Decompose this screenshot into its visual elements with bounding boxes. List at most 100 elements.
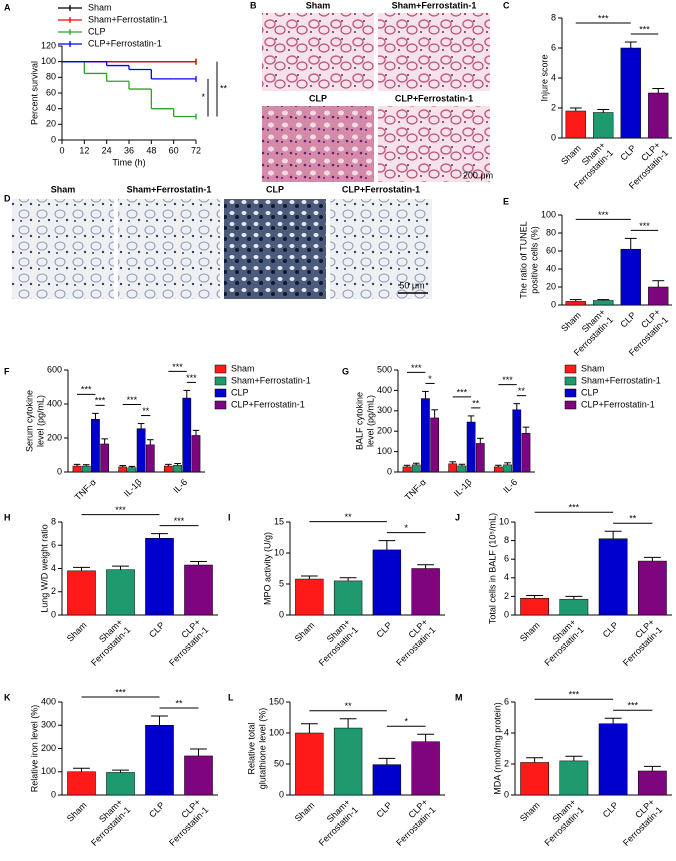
bar [648,286,669,306]
legend-label: Sham+Ferrostatin-1 [581,375,661,385]
legend-swatch [564,400,577,410]
bar [372,764,402,796]
bar [598,723,628,796]
y-tick-label: 150 [269,696,284,706]
bar [127,467,137,473]
y-tick-label: 100 [41,56,56,66]
significance-label: *** [127,395,138,405]
x-tick-label: Sham [518,620,542,644]
y-tick-label: 0 [504,789,509,799]
significance-label: *** [411,363,422,373]
legend-swatch [214,376,227,386]
y-tick-label: 5 [279,578,284,588]
scale-bar-label: 50 μm [399,280,424,290]
bar [493,466,503,473]
micrograph [224,199,326,299]
legend-label: CLP [88,26,106,36]
image-caption: CLP+Ferrostatin-1 [395,93,473,103]
bar [512,409,522,473]
micrograph [262,106,374,182]
panel-label: E [503,196,509,206]
y-tick-label: 4 [504,572,509,582]
legend-label: CLP+Ferrostatin-1 [231,399,305,409]
y-tick-label: 0 [51,134,56,144]
y-tick-label: 4 [504,727,509,737]
panel-label: B [250,0,257,10]
x-tick-label: Sham [293,800,317,824]
y-tick-label: 100 [269,727,284,737]
legend-label: CLP+Ferrostatin-1 [581,399,655,409]
y-axis-label: Serum cytokine [24,390,34,452]
legend-swatch [214,400,227,410]
y-axis-label: Percent survival [29,61,39,125]
panel-label: D [4,193,11,203]
bar [106,569,135,616]
micrograph [12,199,114,299]
x-tick-label: 12 [79,145,89,155]
significance-label: ** [220,83,228,93]
panel-label: K [4,692,11,702]
x-axis-label: Time (h) [112,157,145,167]
x-tick-label: CLP [601,620,620,639]
panel-label: L [228,692,234,702]
bar [565,110,586,139]
panel-label: A [4,2,11,12]
significance-label: ** [345,512,353,522]
y-tick-label: 10 [499,516,509,526]
legend-label: Sham+Ferrostatin-1 [231,375,311,385]
panel-label: H [4,512,11,522]
x-tick-label: 60 [169,145,179,155]
significance-label: *** [174,516,185,526]
bar [173,464,182,473]
y-axis-label: glutathione level (%) [257,708,267,790]
y-axis-label: positive cells (%) [529,226,539,294]
x-tick-label: CLP+ Ferrostatin-1 [385,617,438,670]
x-tick-label: Sham+ Ferrostatin-1 [533,797,586,850]
bar [637,770,667,796]
bar [411,464,421,473]
y-axis-label: Lung W/D weight ratio [39,524,49,613]
significance-label: ** [142,406,150,416]
y-tick-label: 300 [41,720,56,730]
significance-label: *** [569,503,580,513]
y-tick-label: 4 [551,72,556,82]
significance-label: *** [172,362,183,372]
bar [118,466,128,473]
significance-label: ** [472,398,480,408]
y-tick-label: 60 [546,245,556,255]
bar [448,463,458,473]
significance-label: *** [639,24,650,34]
legend-label: Sham [231,363,255,373]
x-tick-label: CLP [147,620,166,639]
legend-swatch [564,364,577,374]
bar [136,428,146,473]
significance-label: *** [598,210,609,220]
y-tick-label: 100 [377,446,392,456]
bar [620,248,641,306]
x-tick-label: Sham+ Ferrostatin-1 [80,797,133,850]
y-tick-label: 600 [47,364,62,374]
bar [421,398,430,473]
bar [106,772,135,796]
bar [402,466,412,473]
image-caption: Sham+Ferrostatin-1 [392,0,477,10]
bar [145,444,155,473]
bar [475,443,485,473]
y-axis-label: MDA (nmol/mg protein) [492,702,502,795]
significance-label: ** [629,514,637,524]
y-tick-label: 2 [551,102,556,112]
micrograph [378,106,490,182]
y-tick-label: 2 [504,758,509,768]
x-tick-label: IL-6 [171,477,189,495]
y-tick-label: 10 [274,547,284,557]
significance-label: *** [186,373,197,383]
y-tick-label: 120 [41,40,56,50]
bar [457,465,467,473]
y-tick-label: 400 [47,398,62,408]
y-tick-label: 80 [546,227,556,237]
panel-label: G [342,366,349,376]
significance-label: *** [502,375,513,385]
bar [466,421,476,473]
y-tick-label: 0 [279,789,284,799]
bar [559,598,589,616]
